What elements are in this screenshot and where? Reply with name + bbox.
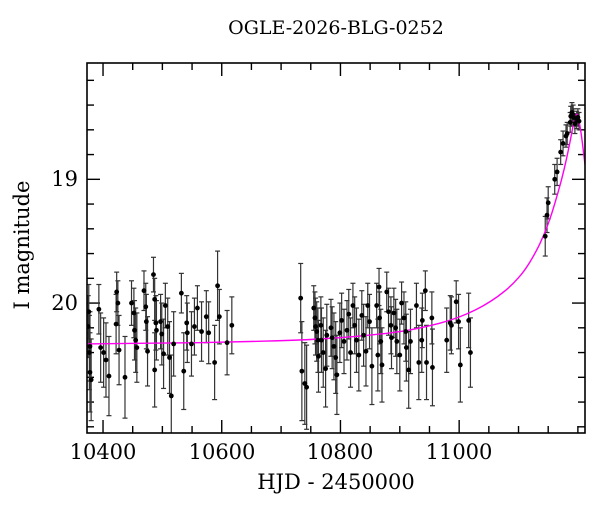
x-tick-label: 10600	[188, 440, 256, 464]
data-layer	[87, 101, 585, 433]
y-tick-label: 19	[51, 167, 78, 191]
x-axis-label: HJD - 2450000	[257, 470, 415, 494]
model-curve	[87, 113, 585, 345]
x-tick-label: 10400	[69, 440, 137, 464]
error-bars	[87, 101, 582, 433]
plot-frame	[86, 62, 586, 434]
x-tick-label: 11000	[425, 440, 493, 464]
x-tick-label: 10800	[306, 440, 374, 464]
chart-title: OGLE-2026-BLG-0252	[228, 17, 444, 39]
y-axis-label: I magnitude	[10, 180, 34, 310]
data-points	[87, 110, 582, 399]
y-tick-label: 20	[51, 291, 78, 315]
